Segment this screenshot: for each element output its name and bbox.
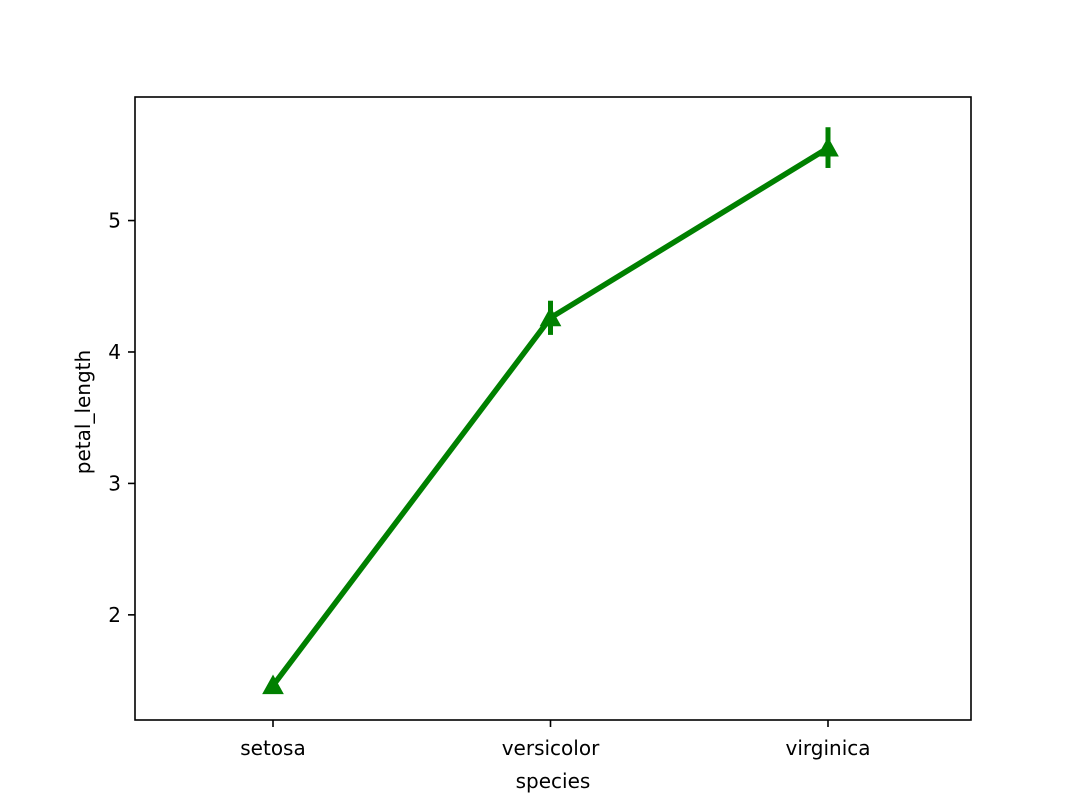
- data-point-marker: [817, 136, 839, 157]
- y-tick-label: 5: [108, 209, 121, 233]
- y-axis-title: petal_length: [71, 350, 95, 474]
- y-tick-label: 3: [108, 471, 121, 495]
- plot-frame: [134, 96, 972, 721]
- x-tick-label: versicolor: [502, 736, 600, 760]
- y-tick-label: 4: [108, 340, 121, 364]
- x-axis-title: species: [516, 769, 591, 793]
- x-tick-label: virginica: [786, 736, 871, 760]
- data-point-marker: [262, 674, 284, 695]
- data-point-marker: [539, 306, 562, 327]
- x-tick-label: setosa: [240, 736, 305, 760]
- y-tick-label: 2: [108, 603, 121, 627]
